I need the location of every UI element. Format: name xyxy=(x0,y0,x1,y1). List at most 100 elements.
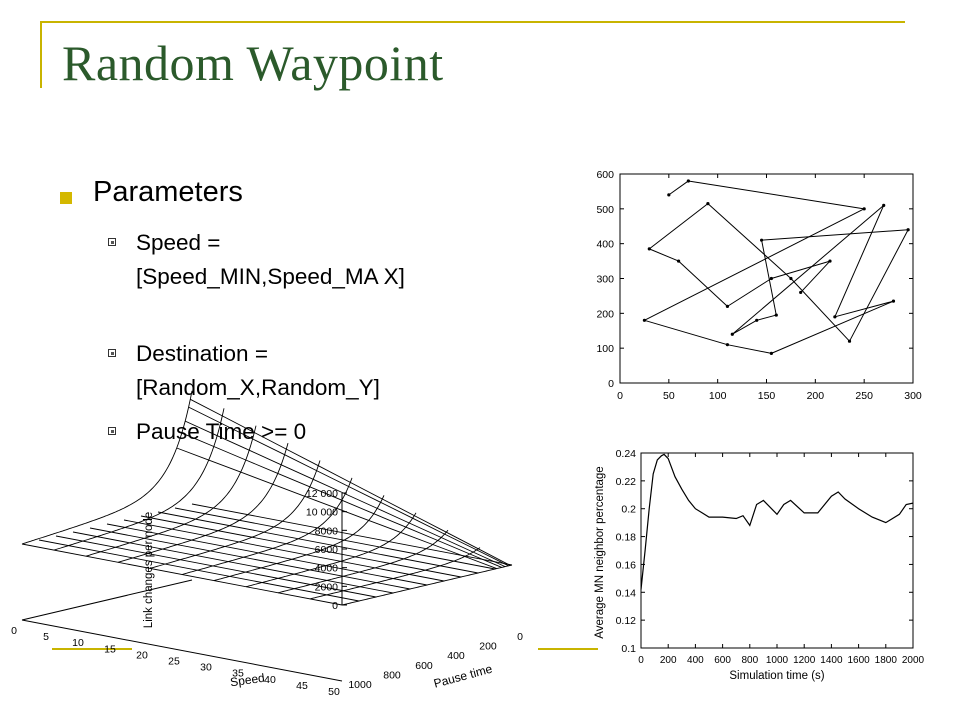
y-tick-label: 200 xyxy=(596,308,614,320)
x-tick-label: 0 xyxy=(638,655,644,666)
trajectory-segment xyxy=(771,260,831,279)
x-tick-label: 1400 xyxy=(820,655,843,666)
sub-bullet-icon xyxy=(108,349,116,357)
trajectory-segment xyxy=(688,180,865,210)
waypoint-point xyxy=(774,313,778,317)
pause-tick-label: 800 xyxy=(383,669,401,681)
y-tick-label: 0.1 xyxy=(621,643,636,655)
y-tick-label: 0.16 xyxy=(616,559,637,571)
x-tick-label: 2000 xyxy=(902,655,925,666)
x-axis-label: Simulation time (s) xyxy=(729,670,824,682)
speed-tick-label: 50 xyxy=(328,686,340,698)
surface-ridge-line xyxy=(181,432,502,568)
surface-speed-line xyxy=(72,531,394,594)
waypoint-point xyxy=(906,228,910,232)
surface-speed-line xyxy=(174,507,496,570)
x-tick-label: 600 xyxy=(714,655,731,666)
surface-curve xyxy=(181,477,353,575)
bullet-square-icon xyxy=(60,192,72,204)
trajectory-segment xyxy=(644,319,728,346)
waypoint-point xyxy=(799,290,803,295)
surface-curve xyxy=(309,547,481,600)
surface-speed-line xyxy=(157,511,479,574)
x-tick-label: 1800 xyxy=(875,655,898,666)
z-tick-label: 10 000 xyxy=(306,507,338,519)
speed-tick-label: 35 xyxy=(232,668,244,680)
trajectory-segment xyxy=(731,204,885,335)
z-axis-label: Link changes per node xyxy=(143,512,155,628)
surface-ridge-line xyxy=(176,447,497,570)
trajectory-segment xyxy=(644,208,865,321)
surface-speed-line xyxy=(140,515,462,578)
speed-tick-label: 40 xyxy=(264,674,276,686)
surface-speed-line xyxy=(55,535,377,598)
bottom-rule-right xyxy=(538,648,598,650)
left-rule xyxy=(40,21,42,88)
trajectory-segment xyxy=(761,240,777,316)
trajectory-segment xyxy=(800,260,831,293)
waypoint-point xyxy=(755,318,759,322)
x-tick-label: 0 xyxy=(617,390,623,402)
y-tick-label: 100 xyxy=(596,343,614,355)
waypoint-point xyxy=(828,259,832,263)
x-tick-label: 1200 xyxy=(793,655,816,666)
trajectory-segment xyxy=(678,260,728,307)
trajectory-segment xyxy=(707,203,792,279)
speed-tick-label: 45 xyxy=(296,680,308,692)
surface-curve xyxy=(213,495,385,582)
floor-pause-axis xyxy=(21,619,343,682)
trajectory-segment xyxy=(649,248,679,262)
y-axis-label: Average MN neighbor percentage xyxy=(594,466,606,638)
plot-frame xyxy=(619,173,914,384)
surface-speed-line xyxy=(191,503,513,566)
trajectory-segment xyxy=(727,278,772,307)
pause-tick-label: 1000 xyxy=(348,679,372,691)
waypoint-point xyxy=(642,318,647,322)
x-tick-label: 150 xyxy=(758,390,776,402)
trajectory-segment xyxy=(790,278,850,342)
waypoint-point xyxy=(725,343,730,347)
x-tick-label: 250 xyxy=(855,390,873,402)
waypoint-point xyxy=(891,299,896,303)
x-tick-label: 800 xyxy=(741,655,758,666)
pause-tick-label: 200 xyxy=(479,641,497,653)
waypoint-point xyxy=(647,247,651,251)
waypoint-point xyxy=(725,304,730,308)
speed-tick-label: 0 xyxy=(11,625,17,637)
z-tick-label: 12 000 xyxy=(306,488,338,500)
pause-tick-label: 600 xyxy=(415,660,433,672)
trajectory-segment xyxy=(834,205,885,318)
sub-bullet-speed: Speed = [Speed_MIN,Speed_MA X] xyxy=(136,230,405,289)
z-tick-label: 8000 xyxy=(315,525,339,537)
waypoint-point xyxy=(789,276,793,281)
trajectory-segment xyxy=(771,300,894,354)
z-tick-label: 2000 xyxy=(315,581,339,593)
surface-speed-line xyxy=(38,539,360,602)
waypoint-point xyxy=(882,203,886,207)
speed-tick-label: 20 xyxy=(136,649,148,661)
waypoint-point xyxy=(833,315,837,319)
surface-speed-line xyxy=(89,527,411,590)
y-tick-label: 0.24 xyxy=(616,448,637,460)
waypoint-point xyxy=(730,332,734,336)
trajectory-segment xyxy=(756,314,777,321)
slide-title: Random Waypoint xyxy=(62,35,444,91)
trajectory-segment xyxy=(727,344,772,354)
y-tick-label: 600 xyxy=(596,169,614,181)
y-tick-label: 0 xyxy=(608,378,614,390)
y-tick-label: 0.14 xyxy=(616,587,637,599)
y-tick-label: 500 xyxy=(596,204,614,216)
surface-speed-line xyxy=(123,519,445,582)
waypoint-point xyxy=(760,238,764,242)
waypoint-point xyxy=(769,276,773,281)
trajectory-segment xyxy=(732,319,757,335)
speed-tick-label: 5 xyxy=(43,631,49,643)
plot-frame xyxy=(640,452,914,649)
sub-bullet-pause-time: Pause Time >= 0 xyxy=(136,419,307,444)
waypoint-point xyxy=(677,259,681,263)
y-tick-label: 0.2 xyxy=(621,504,636,516)
z-tick-label: 6000 xyxy=(315,544,339,556)
trajectory-segment xyxy=(761,229,909,241)
x-tick-label: 1600 xyxy=(847,655,870,666)
surface-speed-line xyxy=(21,543,343,606)
